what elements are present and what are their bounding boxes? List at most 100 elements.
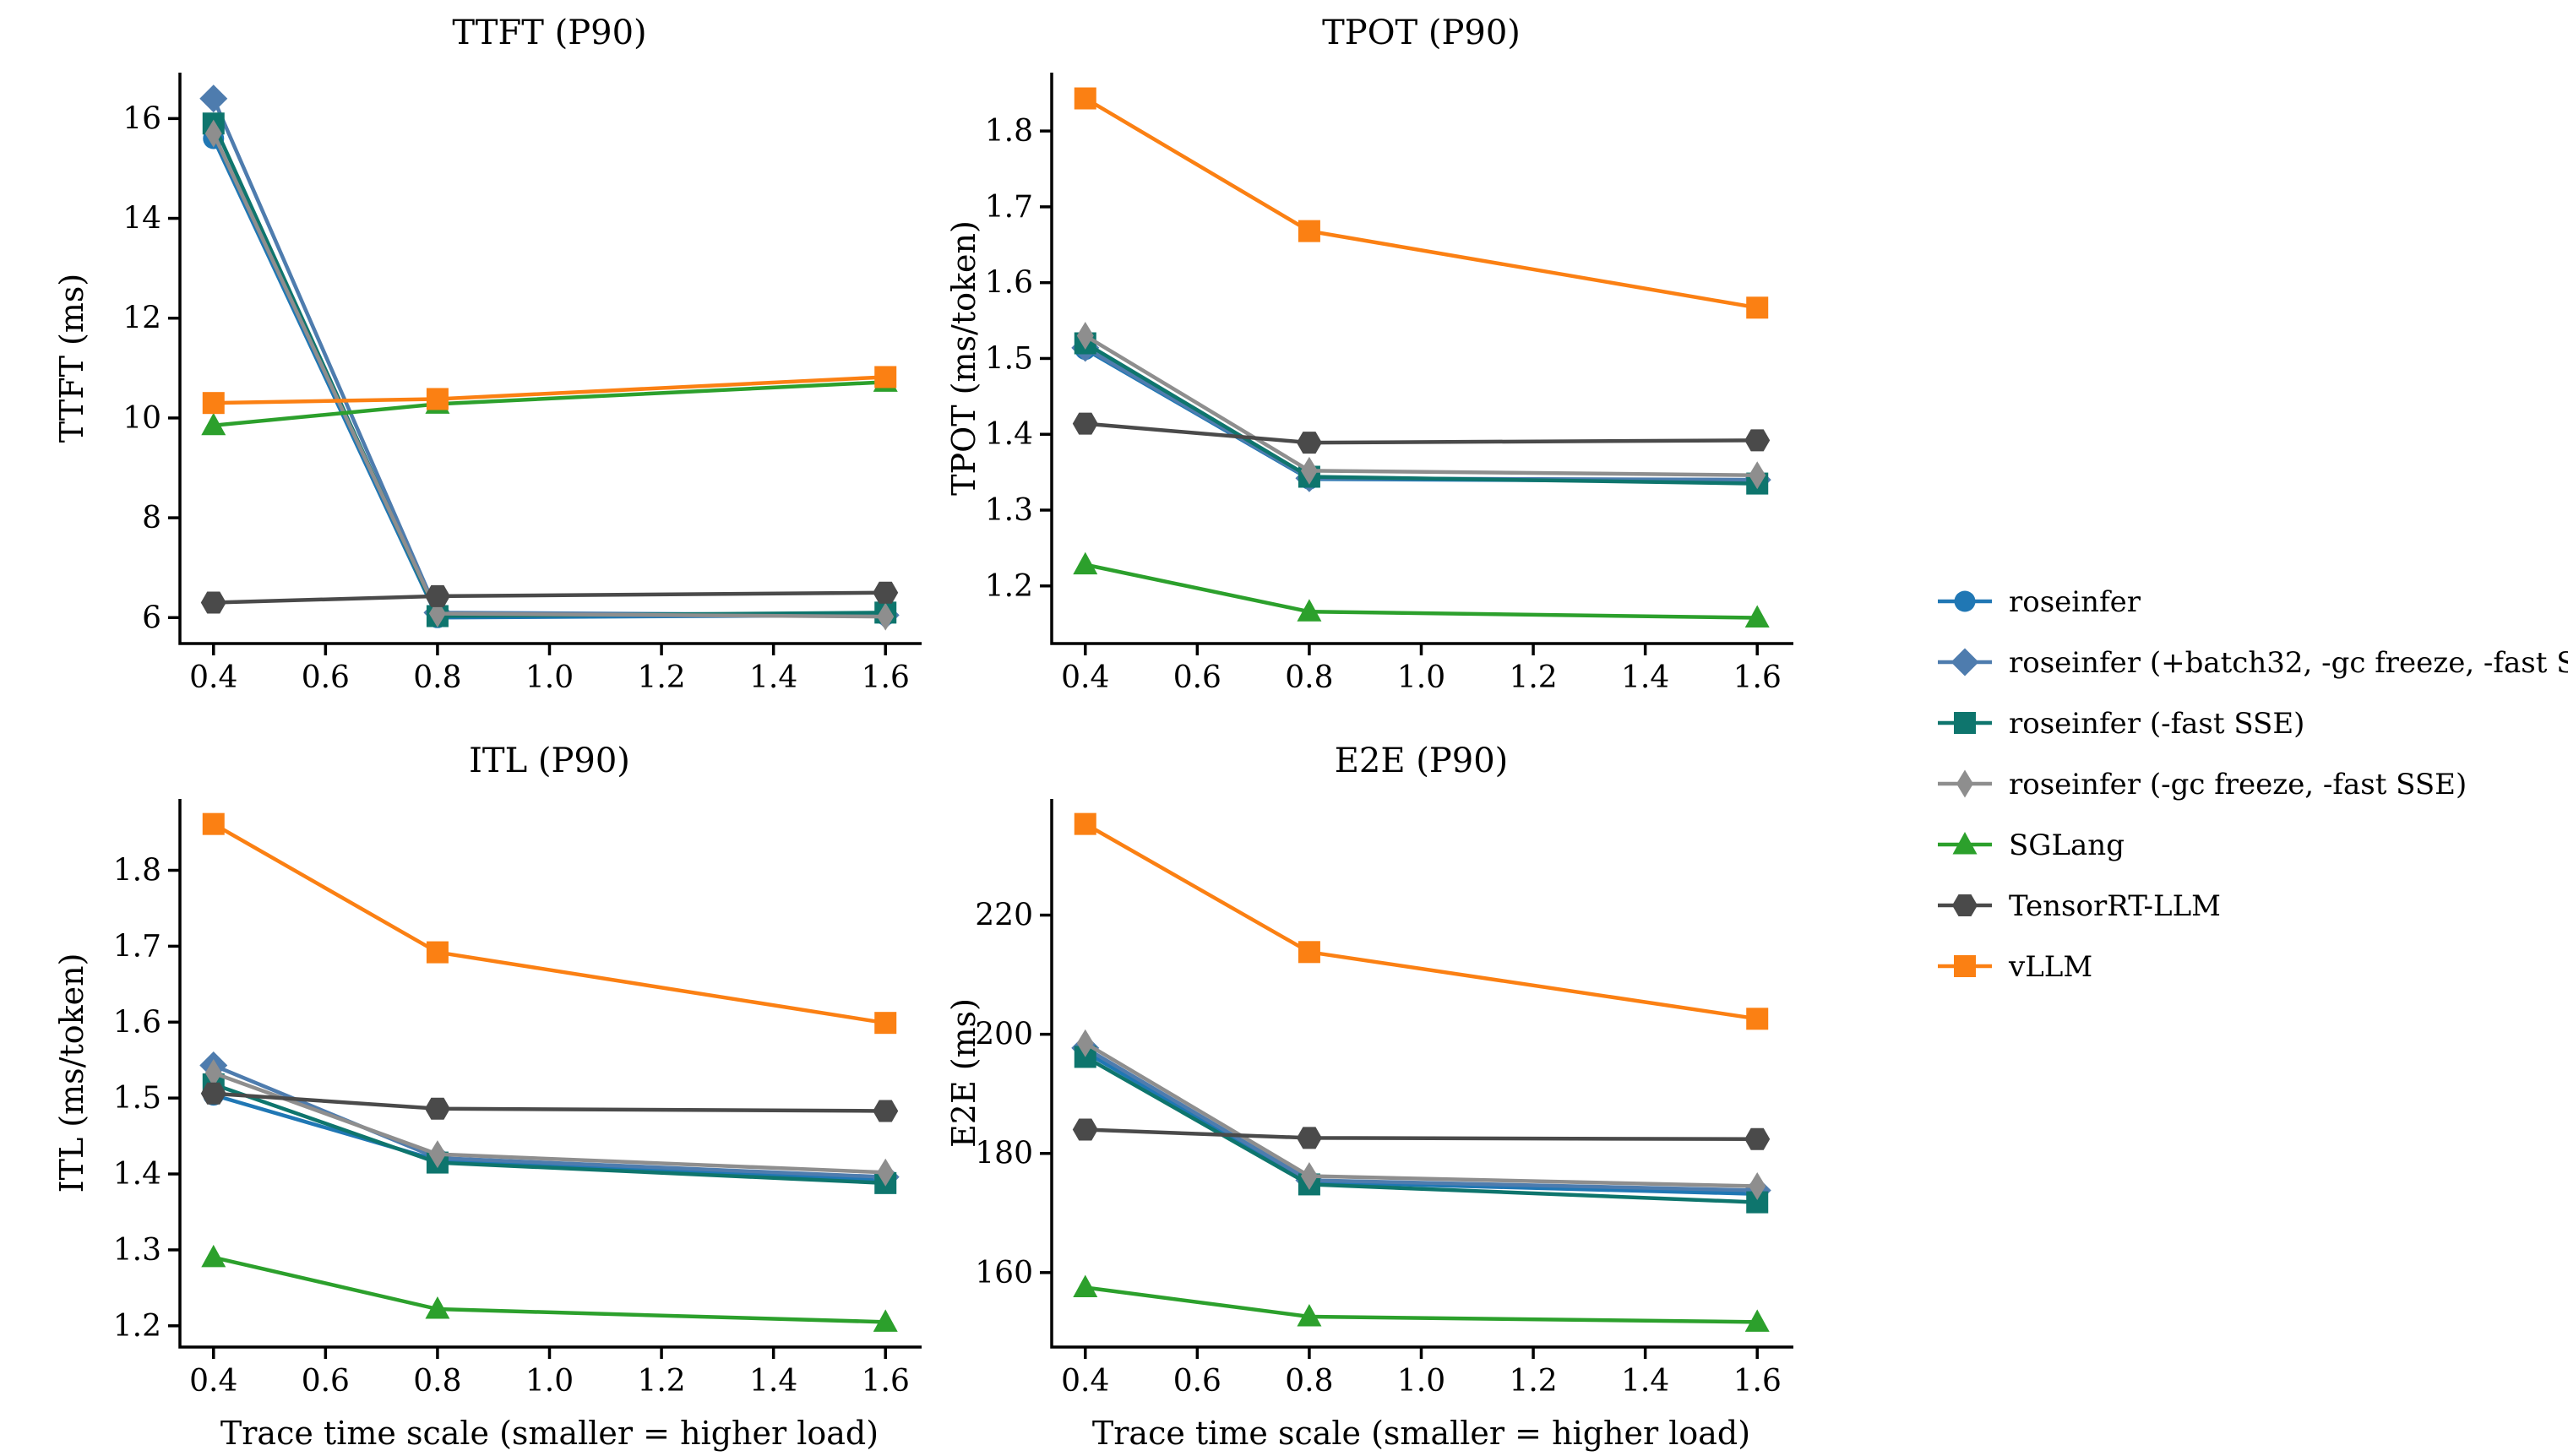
x-tick-label: 0.6	[302, 660, 350, 695]
y-tick-label: 1.7	[985, 190, 1033, 225]
x-tick-label: 0.8	[1285, 660, 1333, 695]
diamond-marker	[1950, 648, 1979, 676]
x-tick-label: 0.6	[302, 1364, 350, 1399]
triangle-up-marker	[1297, 1304, 1322, 1327]
y-tick-label: 1.3	[985, 493, 1033, 528]
x-axis-label: Trace time scale (smaller = higher load)	[220, 1415, 879, 1452]
hexagon-marker	[424, 584, 450, 607]
series-tensorrt-llm	[1072, 1118, 1771, 1150]
hexagon-marker	[200, 591, 226, 614]
series-sglang	[1073, 551, 1770, 627]
y-axis-label: E2E (ms)	[946, 998, 982, 1148]
series-roseinfer	[1075, 339, 1768, 492]
series-roseinfer-batch32-gc-freeze-fast-sse-	[1071, 334, 1771, 494]
legend: roseinfer roseinfer (+batch32, -gc freeze…	[1938, 585, 2568, 984]
x-tick-label: 0.8	[413, 1364, 461, 1399]
legend-item: roseinfer (+batch32, -gc freeze, -fast S…	[1938, 646, 2568, 680]
square-marker	[202, 812, 225, 835]
square-marker	[1074, 87, 1096, 110]
series-line	[1084, 341, 1758, 486]
y-tick-label: 200	[975, 1018, 1033, 1052]
square-marker	[202, 392, 225, 415]
series-roseinfer-fast-sse-	[202, 112, 897, 627]
x-tick-label: 1.4	[1621, 1364, 1669, 1399]
square-marker	[874, 1012, 897, 1035]
x-tick-label: 1.0	[1397, 660, 1445, 695]
thin-diamond-marker	[877, 1158, 895, 1187]
triangle-up-marker	[1744, 1309, 1770, 1332]
series-vllm	[202, 812, 897, 1035]
square-marker	[874, 366, 897, 388]
series-roseinfer-gc-freeze-fast-sse-	[1076, 322, 1766, 490]
y-tick-label: 10	[122, 401, 161, 436]
y-tick-label: 1.7	[113, 929, 161, 964]
legend-item: TensorRT-LLM	[1938, 889, 2221, 923]
y-tick-label: 1.2	[985, 569, 1033, 604]
legend-label: SGLang	[2009, 829, 2125, 862]
x-tick-label: 0.8	[1285, 1364, 1333, 1399]
legend-label: TensorRT-LLM	[2009, 889, 2221, 923]
series-roseinfer-gc-freeze-fast-sse-	[1076, 1029, 1766, 1201]
axis-spines	[178, 73, 922, 645]
hexagon-marker	[424, 1097, 450, 1120]
legend-item: roseinfer (-gc freeze, -fast SSE)	[1938, 768, 2467, 801]
series-line	[1085, 1127, 1758, 1142]
series-roseinfer-batch32-gc-freeze-fast-sse-	[199, 84, 900, 629]
y-tick-label: 1.6	[985, 266, 1033, 301]
series-sglang	[201, 1244, 898, 1332]
thin-diamond-marker	[1076, 1029, 1094, 1057]
thin-diamond-marker	[1749, 1172, 1766, 1201]
square-marker	[1298, 220, 1320, 242]
legend-item: roseinfer (-fast SSE)	[1938, 707, 2304, 741]
chart-title: TTFT (P90)	[452, 14, 646, 52]
square-marker	[426, 941, 449, 964]
x-tick-label: 1.6	[1733, 660, 1782, 695]
square-marker	[426, 388, 449, 410]
x-tick-label: 1.2	[637, 660, 685, 695]
series-sglang	[1073, 1274, 1770, 1332]
series-line	[1084, 347, 1758, 484]
series-line	[1084, 1046, 1758, 1193]
series-line	[213, 1255, 886, 1324]
x-tick-label: 1.0	[1397, 1364, 1445, 1399]
thin-diamond-marker	[428, 1140, 446, 1169]
triangle-up-marker	[201, 412, 226, 436]
triangle-up-marker	[1952, 832, 1978, 855]
series-line	[1085, 1285, 1758, 1324]
triangle-up-marker	[1073, 1274, 1098, 1297]
legend-label: roseinfer (-gc freeze, -fast SSE)	[2009, 768, 2467, 801]
diamond-marker	[199, 84, 228, 113]
series-roseinfer-gc-freeze-fast-sse-	[204, 119, 895, 631]
x-tick-label: 0.4	[189, 660, 237, 695]
y-axis-label: TPOT (ms/token)	[946, 220, 982, 496]
thin-diamond-marker	[877, 602, 895, 631]
hexagon-marker	[1296, 1127, 1322, 1149]
legend-item: roseinfer	[1938, 585, 2141, 619]
series-vllm	[1074, 812, 1769, 1030]
triangle-up-marker	[201, 1244, 226, 1268]
x-tick-label: 1.4	[749, 1364, 797, 1399]
x-tick-label: 1.2	[1509, 660, 1557, 695]
triangle-up-marker	[1744, 605, 1770, 627]
y-tick-label: 1.6	[113, 1005, 161, 1040]
legend-item: vLLM	[1938, 950, 2092, 984]
series-line	[1084, 1050, 1758, 1196]
series-tensorrt-llm	[1072, 412, 1771, 454]
triangle-up-marker	[425, 1296, 450, 1319]
chart-title: TPOT (P90)	[1322, 14, 1521, 52]
square-marker	[1298, 941, 1320, 964]
y-tick-label: 14	[122, 202, 161, 236]
x-tick-label: 1.6	[862, 660, 910, 695]
thin-diamond-marker	[1300, 1162, 1318, 1191]
series-line	[211, 133, 886, 619]
hexagon-marker	[200, 1082, 226, 1105]
y-tick-label: 1.8	[113, 853, 161, 888]
y-tick-label: 1.2	[113, 1309, 161, 1344]
legend-label: roseinfer (+batch32, -gc freeze, -fast S…	[2009, 646, 2568, 680]
square-marker	[1746, 296, 1769, 319]
square-marker	[1954, 955, 1976, 977]
series-roseinfer	[203, 128, 896, 628]
legend-item: SGLang	[1938, 829, 2125, 862]
x-tick-label: 0.4	[1061, 1364, 1109, 1399]
x-tick-label: 1.2	[1509, 1364, 1557, 1399]
